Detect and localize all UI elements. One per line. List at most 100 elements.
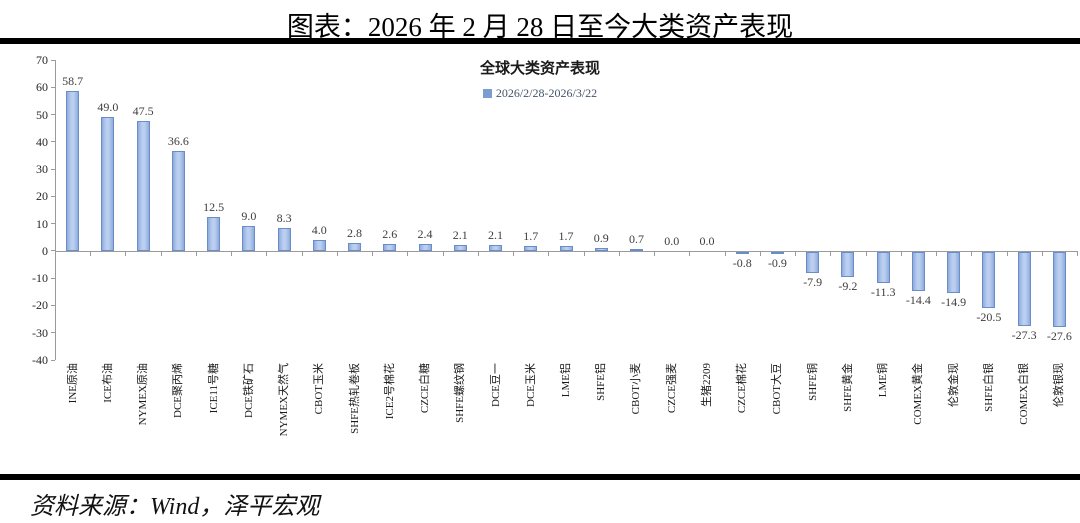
bar <box>806 251 820 274</box>
category-tick <box>759 250 761 256</box>
y-axis-label: 30 <box>36 162 48 177</box>
x-axis-label: SHFE白银 <box>982 363 995 412</box>
y-axis-tick <box>51 114 55 116</box>
category-tick <box>548 250 550 256</box>
bar <box>312 240 326 251</box>
legend-marker-icon <box>482 89 492 98</box>
bar-value-label: 4.0 <box>311 223 327 237</box>
bar-value-label: 2.1 <box>452 228 468 243</box>
y-axis-tick <box>51 223 55 225</box>
bar <box>1052 251 1066 328</box>
x-axis-label: DCE铁矿石 <box>242 363 255 418</box>
y-axis-label: 20 <box>36 189 48 204</box>
x-axis-label: 伦敦金现 <box>947 363 960 407</box>
bar-value-label: 0.7 <box>628 232 644 246</box>
legend: 2026/2/28-2026/3/22 <box>0 86 1080 101</box>
bar-value-label: 2.8 <box>347 226 363 241</box>
x-axis-label: SHFE黄金 <box>841 363 854 412</box>
x-axis-label: NYMEX原油 <box>137 363 150 426</box>
x-axis-label: SHFE热轧卷板 <box>348 363 361 434</box>
x-axis-label: CBOT大豆 <box>771 363 784 415</box>
y-axis-tick <box>51 250 55 252</box>
top-divider <box>0 38 1080 44</box>
x-axis-label: SHFE螺纹钢 <box>454 363 467 423</box>
page-title: 图表：2026 年 2 月 28 日至今大类资产表现 <box>286 12 794 42</box>
x-axis-label: NYMEX天然气 <box>278 363 291 437</box>
x-axis-label: DCE聚丙烯 <box>172 363 185 418</box>
y-axis-label: 60 <box>36 80 48 95</box>
bar <box>594 248 608 251</box>
bar-value-label: 49.0 <box>97 100 119 115</box>
bar-value-label: 2.6 <box>382 226 398 241</box>
category-tick <box>830 250 832 256</box>
bar-value-label: -14.4 <box>905 293 931 308</box>
bar <box>911 251 925 292</box>
chart: 全球大类资产表现 2026/2/28-2026/3/22 70 60 50 40 30 2… <box>0 44 1080 470</box>
bar-value-label: 9.0 <box>241 209 257 224</box>
category-tick <box>1041 250 1043 256</box>
bar-value-label: -20.5 <box>976 309 1002 324</box>
bar-value-label: 47.5 <box>132 104 154 119</box>
x-axis-label: ICE布油 <box>101 363 114 403</box>
y-axis-label: -30 <box>32 325 48 340</box>
source-note: 资料来源：Wind，泽平宏观 <box>30 494 320 520</box>
bar <box>383 243 397 251</box>
bar-value-label: -7.9 <box>803 275 823 290</box>
x-axis-label: CZCE强麦 <box>665 363 678 414</box>
bar <box>841 251 855 277</box>
bar <box>453 245 467 251</box>
y-axis-line <box>55 60 56 360</box>
category-tick <box>336 250 338 256</box>
y-axis-label: 10 <box>36 216 48 231</box>
bar <box>1017 251 1031 327</box>
bar-value-label: 0.0 <box>699 233 715 248</box>
bar <box>559 246 573 251</box>
bar-value-label: 58.7 <box>62 73 84 88</box>
bar <box>242 226 256 251</box>
bar-value-label: 36.6 <box>167 134 189 149</box>
chart-title: 全球大类资产表现 <box>479 61 600 77</box>
bar-value-label: 2.4 <box>417 227 433 242</box>
y-axis-label: -10 <box>32 271 48 286</box>
y-axis-label: 40 <box>36 134 48 149</box>
bar-value-label: 1.7 <box>523 229 539 244</box>
legend-label: 2026/2/28-2026/3/22 <box>495 86 598 100</box>
category-tick <box>195 250 197 256</box>
y-axis-tick <box>51 359 55 361</box>
bar <box>629 249 643 251</box>
category-tick <box>1006 250 1008 256</box>
x-axis-label: SHFE铜 <box>806 363 819 401</box>
category-tick <box>477 250 479 256</box>
bar-value-label: -0.8 <box>732 256 752 271</box>
bar <box>136 121 150 251</box>
bar-value-label: 12.5 <box>203 199 225 214</box>
y-axis-label: -20 <box>32 298 48 313</box>
category-tick <box>689 250 691 256</box>
category-tick <box>724 250 726 256</box>
bar <box>207 216 221 251</box>
category-tick <box>442 250 444 256</box>
bar-value-label: 0.0 <box>664 233 680 248</box>
bar-value-label: -0.9 <box>767 256 787 271</box>
category-tick <box>407 250 409 256</box>
category-tick <box>513 250 515 256</box>
bar-value-label: 8.3 <box>276 211 292 226</box>
x-axis-line <box>55 250 1077 252</box>
category-tick <box>971 250 973 256</box>
y-axis-tick <box>51 59 55 61</box>
y-axis-tick <box>51 332 55 334</box>
y-axis-label: 0 <box>42 243 48 258</box>
category-tick <box>231 250 233 256</box>
x-axis-label: DCE豆一 <box>489 363 502 407</box>
category-tick <box>654 250 656 256</box>
y-axis-tick <box>51 195 55 197</box>
category-tick <box>936 250 938 256</box>
bar <box>876 251 890 283</box>
category-tick <box>266 250 268 256</box>
bar-value-label: -11.3 <box>870 284 896 299</box>
x-axis-label: SHFE铝 <box>595 363 608 401</box>
x-axis-label: CZCE棉花 <box>736 363 749 414</box>
y-axis-tick <box>51 168 55 170</box>
bar <box>735 251 749 255</box>
